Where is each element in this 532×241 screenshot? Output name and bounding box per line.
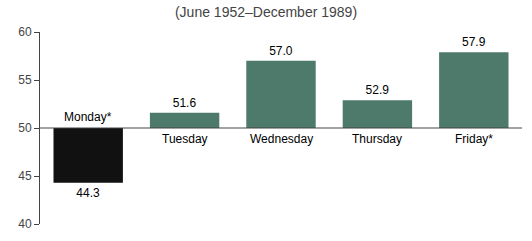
svg-text:44.3: 44.3 (76, 186, 100, 200)
svg-text:40: 40 (18, 217, 32, 231)
svg-text:50: 50 (18, 121, 32, 135)
svg-text:45: 45 (18, 169, 32, 183)
svg-text:60: 60 (18, 25, 32, 39)
svg-text:Monday*: Monday* (64, 110, 112, 124)
svg-text:57.0: 57.0 (269, 44, 293, 58)
svg-text:57.9: 57.9 (462, 35, 486, 49)
svg-text:Wednesday: Wednesday (250, 132, 313, 146)
svg-text:(June 1952–December 1989): (June 1952–December 1989) (175, 4, 357, 20)
svg-text:Tuesday: Tuesday (162, 132, 208, 146)
svg-text:51.6: 51.6 (173, 96, 197, 110)
svg-text:Friday*: Friday* (455, 132, 493, 146)
svg-text:52.9: 52.9 (366, 83, 390, 97)
svg-text:Thursday: Thursday (352, 132, 402, 146)
svg-text:55: 55 (18, 73, 32, 87)
